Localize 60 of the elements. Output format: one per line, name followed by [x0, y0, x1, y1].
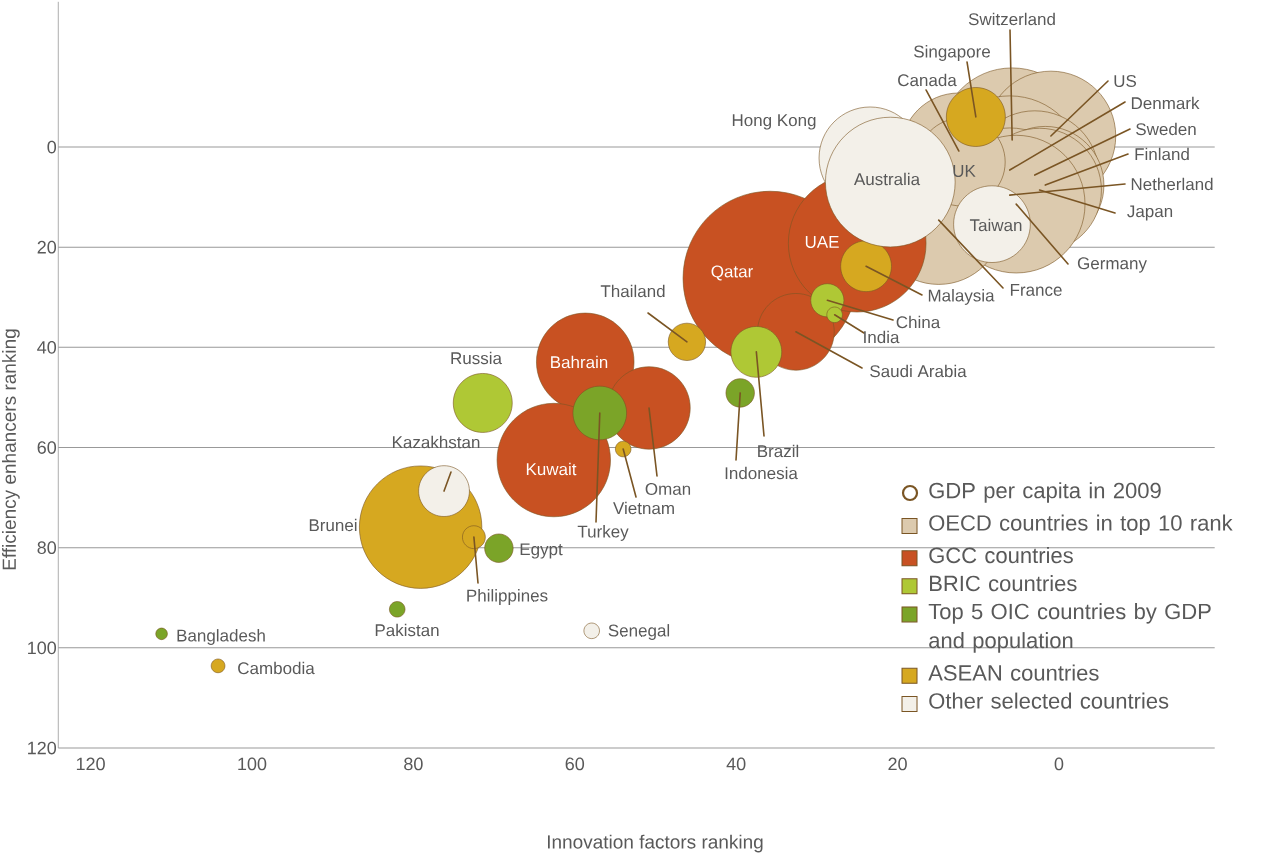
x-tick-label: 100 [238, 757, 267, 771]
annotation: UK [953, 165, 976, 177]
annotation: Germany [1077, 257, 1147, 273]
annotation: Switzerland [968, 12, 1055, 26]
y-tick-label: 100 [28, 641, 57, 655]
annotation: Australia [853, 172, 921, 186]
y-tick-label: 0 [47, 140, 57, 154]
x-tick-label: 0 [1054, 757, 1064, 771]
annotation: UAE [805, 236, 839, 248]
annotation: Egypt [520, 543, 563, 559]
annotation: Finland [1135, 147, 1189, 161]
annotation: Saudi Arabia [870, 364, 967, 378]
x-tick-label: 120 [76, 757, 105, 771]
annotation: Denmark [1131, 96, 1200, 110]
annotation: Brunei [309, 518, 357, 532]
annotation: Philippines [467, 589, 548, 605]
x-axis-title: Innovation factors ranking [547, 834, 763, 853]
annotation: Brazil [758, 444, 799, 458]
annotation: Malaysia [928, 289, 995, 305]
legend-title: GDP per capita in 2009 [929, 482, 1161, 503]
annotation: Qatar [711, 265, 753, 281]
annotation: Hong Kong [732, 114, 816, 130]
x-tick-label: 80 [404, 757, 423, 771]
annotation: Bahrain [551, 355, 608, 369]
annotation: Russia [451, 351, 502, 365]
annotation: Kuwait [526, 462, 577, 476]
annotation: Senegal [608, 624, 670, 640]
annotation: Canada [898, 73, 957, 87]
legend-label: Other selected countries [929, 692, 1169, 709]
y-tick-label: 40 [37, 340, 57, 354]
y-tick-label: 120 [28, 741, 57, 755]
annotation: Netherland [1131, 177, 1213, 191]
annotation: France [1010, 284, 1062, 296]
legend-label: BRIC countries [930, 575, 1077, 592]
legend-label: Top 5 OIC countries by GDP and population [928, 603, 1211, 653]
annotation: Vietnam [613, 501, 674, 515]
legend-label: ASEAN countries [928, 664, 1099, 681]
annotation: Thailand [600, 284, 665, 298]
annotation: India [864, 330, 900, 344]
annotation: Oman [645, 482, 691, 496]
x-tick-label: 20 [888, 757, 907, 771]
y-tick-label: 80 [37, 541, 57, 555]
annotation: Bangladesh [177, 629, 265, 645]
annotation: Singapore [914, 45, 990, 61]
annotation: Pakistan [375, 623, 439, 637]
y-tick-label: 60 [37, 441, 57, 454]
annotation: China [896, 315, 941, 329]
x-tick-label: 60 [565, 757, 585, 771]
y-tick-label: 20 [37, 240, 57, 254]
annotation: Japan [1127, 205, 1173, 221]
y-axis-title: Efficiency enhancers ranking [2, 329, 20, 570]
legend-label: GCC countries [929, 547, 1073, 564]
x-tick-label: 40 [726, 757, 746, 771]
annotation: Cambodia [238, 661, 315, 675]
annotation: Indonesia [725, 466, 798, 480]
annotation: US [1114, 74, 1137, 88]
annotation: Sweden [1136, 122, 1196, 136]
annotation: Turkey [577, 525, 629, 541]
legend-label: OECD countries in top 10 rank [929, 514, 1233, 536]
annotation: Kazakhstan [392, 435, 480, 449]
